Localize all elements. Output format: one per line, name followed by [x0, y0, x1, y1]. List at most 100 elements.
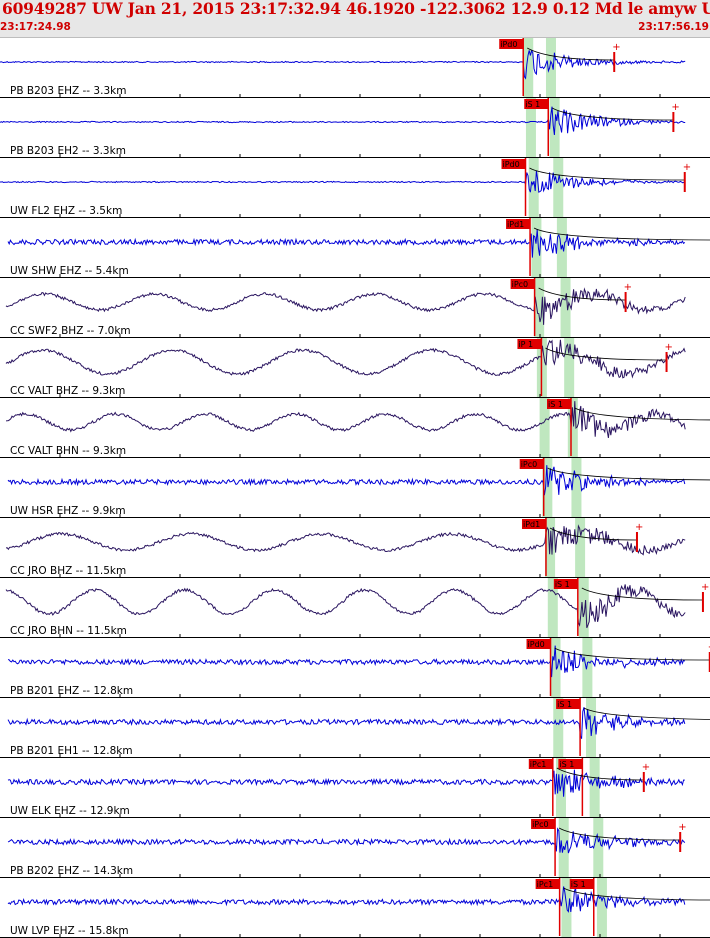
pick-flag [519, 459, 544, 469]
pick-label: iS 1 [548, 400, 563, 409]
trace-4: iPc0 + CC SWF2 BHZ -- 7.0km [0, 278, 710, 338]
pick-label: iS 1 [571, 880, 586, 889]
pick-flag [556, 699, 581, 709]
pick-label: iS 1 [555, 580, 570, 589]
pick-flag [553, 579, 578, 589]
waveform [7, 886, 686, 913]
trace-10: iPd0 + PB B201 EHZ -- 12.8km [0, 638, 710, 698]
station-label: CC VALT BHZ -- 9.3km [10, 385, 125, 397]
waveform [5, 401, 686, 438]
trace-9: iS 1 + CC JRO BHN -- 11.5km [0, 578, 710, 638]
pick-flag [547, 399, 572, 409]
pick-flag [526, 639, 551, 649]
waveform [5, 524, 686, 556]
coda-end-plus: + [678, 822, 686, 833]
coda-curve [538, 287, 626, 301]
start-time-label: 23:17:24.98 [0, 21, 71, 33]
coda-curve [574, 407, 710, 421]
coda-curve [556, 767, 644, 781]
station-label: CC JRO BHZ -- 11.5km [10, 565, 126, 577]
pick-flag [499, 39, 524, 49]
waveform [7, 465, 686, 496]
pick-flag [528, 759, 553, 769]
end-time-label: 23:17:56.19 [638, 21, 709, 33]
trace-8: iPd1 + CC JRO BHZ -- 11.5km [0, 518, 710, 578]
coda-curve [558, 827, 681, 841]
trace-6: iS 1+CC VALT BHN -- 9.3km [0, 398, 710, 458]
s-window-band [545, 38, 607, 938]
waveform [5, 339, 686, 379]
station-label: UW LVP EHZ -- 15.8km [10, 925, 129, 937]
trace-1: iS 1 + PB B203 EH2 -- 3.3km [0, 98, 710, 158]
pick-flag [506, 219, 531, 229]
trace-5: iP 1 + CC VALT BHZ -- 9.3km [0, 338, 710, 398]
coda-end-plus: + [635, 522, 643, 533]
theoretical-windows [523, 38, 607, 938]
pick-flag [535, 879, 560, 889]
coda-curve [529, 167, 685, 181]
trace-2: iPd0 + UW FL2 EHZ -- 3.5km [0, 158, 710, 218]
station-label: UW SHW EHZ -- 5.4km [10, 265, 129, 277]
trace-0: iPd0 + PB B203 EHZ -- 3.3km [0, 38, 710, 98]
pick-flag [510, 279, 535, 289]
pick-label: iPc0 [521, 460, 538, 469]
trace-7: iPc0+UW HSR EHZ -- 9.9km [0, 458, 710, 518]
pick-label: iPd0 [503, 160, 520, 169]
pick-label: iPc0 [532, 820, 549, 829]
coda-end-plus: + [624, 282, 632, 293]
coda-curve [554, 647, 710, 661]
station-label: PB B203 EH2 -- 3.3km [10, 145, 126, 157]
station-label: PB B201 EHZ -- 12.8km [10, 685, 133, 697]
coda-curve [533, 227, 710, 241]
trace-12: iPc1 iS 1 + UW ELK EHZ -- 12.9km [0, 758, 710, 818]
pick-flag [558, 759, 583, 769]
waveform [5, 287, 686, 325]
coda-curve [583, 707, 710, 720]
coda-end-plus: + [683, 162, 691, 173]
waveform [7, 645, 686, 678]
pick-label: iP 1 [518, 340, 533, 349]
event-title: 60949287 UW Jan 21, 2015 23:17:32.94 46.… [2, 0, 710, 18]
waveform [0, 170, 686, 193]
coda-end-plus: + [671, 102, 679, 113]
trace-3: iPd1+UW SHW EHZ -- 5.4km [0, 218, 710, 278]
pick-flag [517, 339, 542, 349]
waveform [7, 827, 686, 854]
trace-13: iPc0 + PB B202 EHZ -- 14.3km [0, 818, 710, 878]
pick-flag [501, 159, 526, 169]
waveform [0, 49, 686, 80]
pick-flag [569, 879, 594, 889]
waveform [5, 584, 686, 629]
pick-label: iPd0 [528, 640, 545, 649]
pick-flag [531, 819, 556, 829]
coda-end-plus: + [612, 42, 620, 53]
coda-end-plus: + [642, 762, 650, 773]
station-label: CC JRO BHN -- 11.5km [10, 625, 127, 637]
waveform [7, 707, 686, 739]
coda-curve [563, 887, 710, 901]
coda-curve [545, 347, 667, 361]
coda-curve [549, 527, 637, 541]
pick-label: iPc1 [530, 760, 547, 769]
station-label: CC VALT BHN -- 9.3km [10, 445, 126, 457]
coda-curve [547, 467, 710, 481]
pick-label: iS 1 [559, 760, 574, 769]
waveform [7, 229, 686, 258]
coda-curve [581, 587, 703, 601]
coda-end-plus: + [708, 642, 710, 653]
pick-label: iS 1 [525, 100, 540, 109]
coda-end-plus: + [665, 342, 673, 353]
pick-label: iS 1 [557, 700, 572, 709]
station-label: UW HSR EHZ -- 9.9km [10, 505, 126, 517]
plot-header: 60949287 UW Jan 21, 2015 23:17:32.94 46.… [0, 0, 710, 38]
coda-curve [552, 107, 674, 121]
p-window-band [523, 38, 572, 938]
station-label: UW ELK EHZ -- 12.9km [10, 805, 130, 817]
waveform [0, 106, 686, 136]
station-label: CC SWF2 BHZ -- 7.0km [10, 325, 131, 337]
seismogram-plot: iPd0 + PB B203 EHZ -- 3.3km iS 1 + PB B203 EH… [0, 38, 710, 938]
pick-label: iPc0 [512, 280, 529, 289]
waveform [7, 769, 685, 797]
pick-label: iPd1 [507, 220, 524, 229]
coda-end-plus: + [701, 582, 709, 593]
